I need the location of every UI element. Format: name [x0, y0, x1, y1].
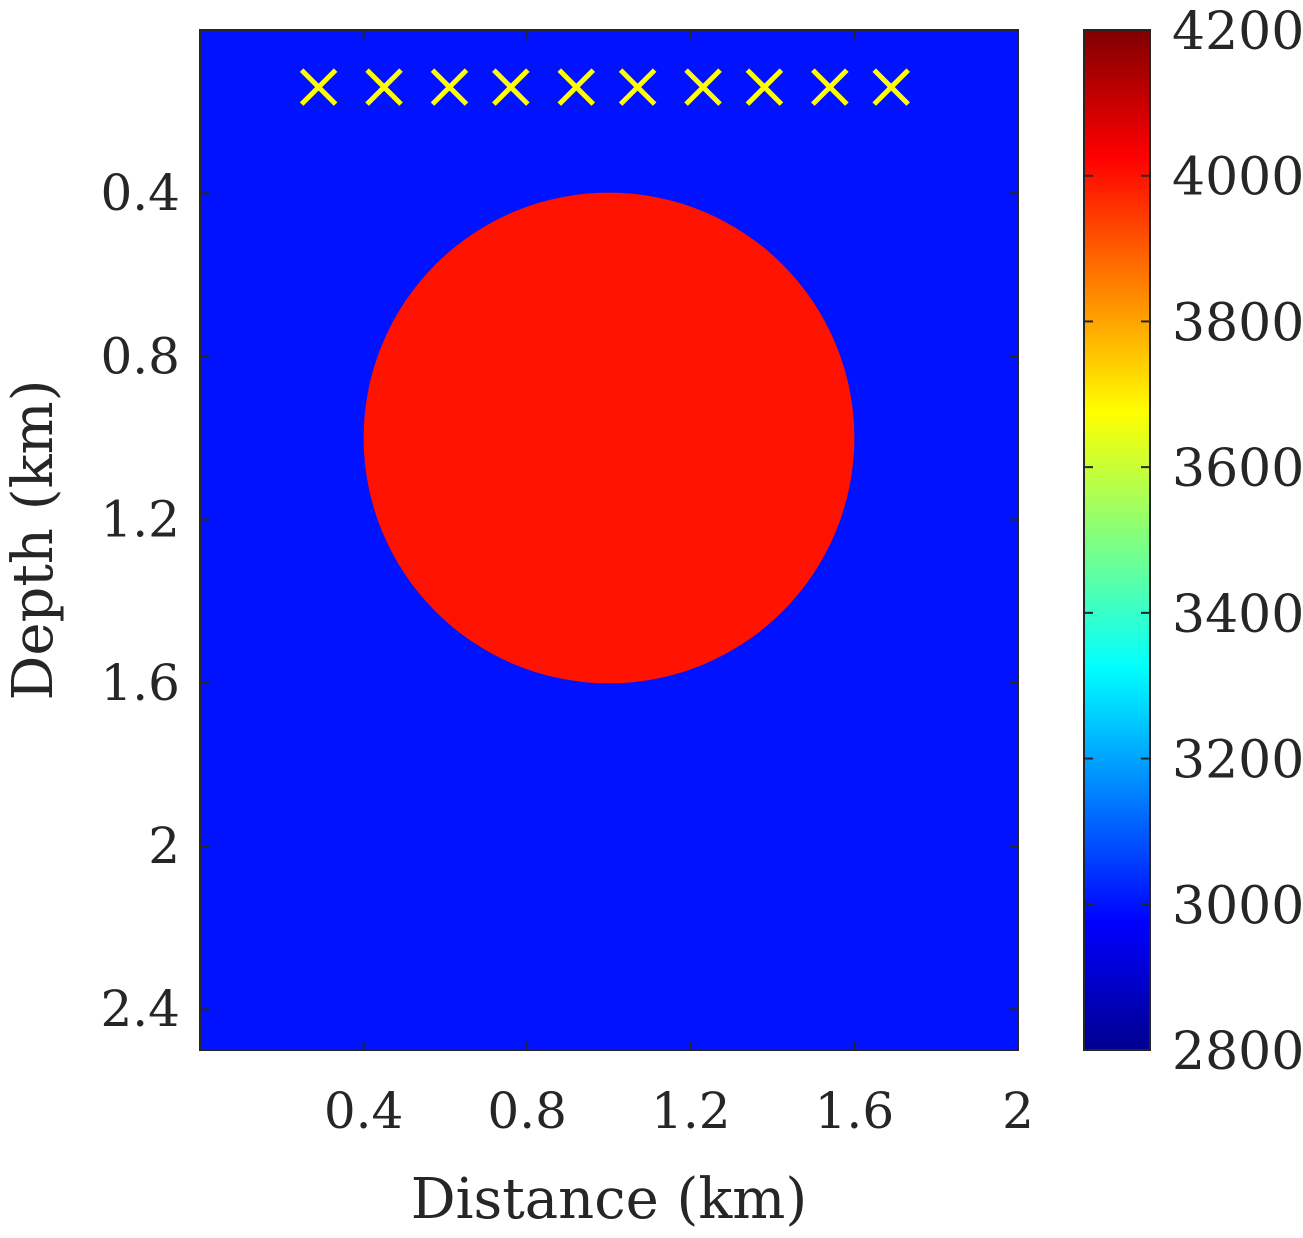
- x-tick-label: 1.2: [651, 1082, 731, 1140]
- colorbar-gradient: [1083, 29, 1151, 1051]
- plot-frame: [199, 29, 1019, 1051]
- source-markers: [299, 68, 910, 106]
- colorbar-tick-label: 2800: [1172, 1022, 1303, 1082]
- y-axis-title: Depth (km): [1, 380, 66, 701]
- y-tick-label: 2.4: [100, 980, 180, 1038]
- source-marker: [745, 68, 784, 106]
- plot-area: 0.4 0.8 1.2 1.6 2 0.4 0.8 1.2 1.6 2 2.4: [100, 29, 1034, 1140]
- x-tick-label: 1.6: [815, 1082, 895, 1140]
- x-tick-label: 0.8: [487, 1082, 567, 1140]
- source-marker: [430, 68, 469, 106]
- colorbar-ticks: 2800 3000 3200 3400 3600 3800 4000 4200: [1084, 2, 1303, 1082]
- source-marker: [557, 68, 596, 106]
- x-tick-label: 0.4: [324, 1082, 404, 1140]
- source-marker: [872, 68, 910, 106]
- source-marker: [811, 68, 849, 106]
- source-marker: [365, 68, 403, 106]
- colorbar-tick-label: 3000: [1172, 876, 1303, 936]
- y-tick-label: 1.6: [100, 654, 180, 712]
- source-marker: [492, 68, 530, 106]
- y-axis-ticks: 0.4 0.8 1.2 1.6 2 2.4: [100, 164, 1018, 1038]
- velocity-anomaly-circle: [363, 192, 855, 684]
- colorbar-tick-label: 3200: [1172, 731, 1303, 791]
- y-tick-label: 2: [148, 817, 180, 875]
- y-tick-label: 1.2: [100, 491, 180, 549]
- source-marker: [299, 68, 338, 106]
- source-marker: [684, 68, 722, 106]
- x-axis-title: Distance (km): [411, 1167, 808, 1232]
- y-tick-label: 0.4: [100, 164, 180, 222]
- y-tick-label: 0.8: [100, 327, 180, 385]
- x-tick-label: 2: [1002, 1082, 1034, 1140]
- source-marker: [618, 68, 657, 106]
- colorbar-tick-label: 4200: [1172, 2, 1303, 62]
- colorbar-tick-label: 3400: [1172, 585, 1303, 645]
- colorbar-tick-label: 3800: [1172, 293, 1303, 353]
- x-axis-ticks: 0.4 0.8 1.2 1.6 2: [324, 30, 1034, 1140]
- colorbar: 2800 3000 3200 3400 3600 3800 4000 4200: [1083, 2, 1303, 1082]
- colorbar-tick-label: 3600: [1172, 439, 1303, 499]
- colorbar-tick-label: 4000: [1172, 148, 1303, 208]
